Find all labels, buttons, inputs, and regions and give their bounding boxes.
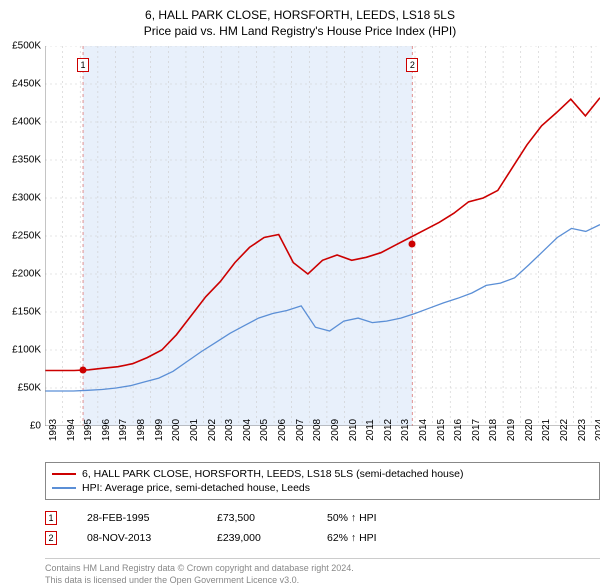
y-tick-label: £250K — [8, 231, 41, 242]
sale-marker-dot — [409, 241, 416, 248]
legend-label: HPI: Average price, semi-detached house,… — [82, 482, 310, 494]
x-tick-label: 2009 — [330, 419, 341, 441]
x-tick-label: 2023 — [577, 419, 588, 441]
x-tick-label: 2021 — [541, 419, 552, 441]
footer-line-1: Contains HM Land Registry data © Crown c… — [45, 563, 600, 575]
y-tick-label: £500K — [8, 41, 41, 52]
x-tick-label: 2000 — [171, 419, 182, 441]
y-tick-label: £400K — [8, 117, 41, 128]
sale-row-marker: 2 — [45, 531, 57, 545]
footer-attribution: Contains HM Land Registry data © Crown c… — [45, 558, 600, 586]
x-tick-label: 2017 — [471, 419, 482, 441]
y-tick-label: £50K — [8, 383, 41, 394]
chart-title: 6, HALL PARK CLOSE, HORSFORTH, LEEDS, LS… — [10, 8, 590, 22]
x-tick-label: 2006 — [277, 419, 288, 441]
x-tick-label: 2011 — [365, 419, 376, 441]
sale-date: 08-NOV-2013 — [87, 532, 187, 544]
sale-pct: 50% ↑ HPI — [327, 512, 427, 524]
legend: 6, HALL PARK CLOSE, HORSFORTH, LEEDS, LS… — [45, 462, 600, 500]
x-tick-label: 2013 — [400, 419, 411, 441]
x-tick-label: 2010 — [348, 419, 359, 441]
chart-subtitle: Price paid vs. HM Land Registry's House … — [10, 24, 590, 38]
y-tick-label: £100K — [8, 345, 41, 356]
sale-row: 1 28-FEB-1995 £73,500 50% ↑ HPI — [45, 508, 600, 528]
x-axis-labels: 1993199419951996199719981999200020012002… — [45, 426, 600, 454]
x-tick-label: 2007 — [295, 419, 306, 441]
chart-plot — [45, 46, 600, 426]
sale-pct: 62% ↑ HPI — [327, 532, 427, 544]
x-tick-label: 2001 — [189, 419, 200, 441]
y-tick-label: £300K — [8, 193, 41, 204]
x-tick-label: 2022 — [559, 419, 570, 441]
footer-line-2: This data is licensed under the Open Gov… — [45, 575, 600, 586]
legend-swatch — [52, 487, 76, 489]
legend-swatch — [52, 473, 76, 475]
sale-row: 2 08-NOV-2013 £239,000 62% ↑ HPI — [45, 528, 600, 548]
sales-table: 1 28-FEB-1995 £73,500 50% ↑ HPI 2 08-NOV-2013… — [45, 508, 600, 548]
sale-marker-dot — [80, 367, 87, 374]
x-tick-label: 2003 — [224, 419, 235, 441]
x-tick-label: 2015 — [436, 419, 447, 441]
x-tick-label: 2018 — [488, 419, 499, 441]
x-tick-label: 2024 — [594, 419, 600, 441]
y-tick-label: £0 — [8, 421, 41, 432]
x-tick-label: 2004 — [242, 419, 253, 441]
sale-date: 28-FEB-1995 — [87, 512, 187, 524]
legend-label: 6, HALL PARK CLOSE, HORSFORTH, LEEDS, LS… — [82, 468, 463, 480]
y-tick-label: £450K — [8, 79, 41, 90]
x-tick-label: 1996 — [101, 419, 112, 441]
x-tick-label: 1997 — [118, 419, 129, 441]
y-tick-label: £350K — [8, 155, 41, 166]
x-tick-label: 2002 — [207, 419, 218, 441]
sale-price: £239,000 — [217, 532, 297, 544]
x-tick-label: 2005 — [259, 419, 270, 441]
x-tick-label: 1998 — [136, 419, 147, 441]
y-axis-labels: £0£50K£100K£150K£200K£250K£300K£350K£400… — [10, 46, 43, 426]
x-tick-label: 2014 — [418, 419, 429, 441]
x-tick-label: 2016 — [453, 419, 464, 441]
x-tick-label: 2012 — [383, 419, 394, 441]
x-tick-label: 1995 — [83, 419, 94, 441]
chart-area: £0£50K£100K£150K£200K£250K£300K£350K£400… — [45, 46, 600, 426]
x-tick-label: 2008 — [312, 419, 323, 441]
legend-item: 6, HALL PARK CLOSE, HORSFORTH, LEEDS, LS… — [52, 467, 593, 481]
sale-marker-label: 1 — [77, 58, 89, 72]
y-tick-label: £200K — [8, 269, 41, 280]
x-tick-label: 1994 — [66, 419, 77, 441]
y-tick-label: £150K — [8, 307, 41, 318]
x-tick-label: 1993 — [48, 419, 59, 441]
x-tick-label: 2019 — [506, 419, 517, 441]
x-tick-label: 1999 — [154, 419, 165, 441]
legend-item: HPI: Average price, semi-detached house,… — [52, 481, 593, 495]
sale-price: £73,500 — [217, 512, 297, 524]
x-tick-label: 2020 — [524, 419, 535, 441]
sale-marker-label: 2 — [406, 58, 418, 72]
sale-row-marker: 1 — [45, 511, 57, 525]
